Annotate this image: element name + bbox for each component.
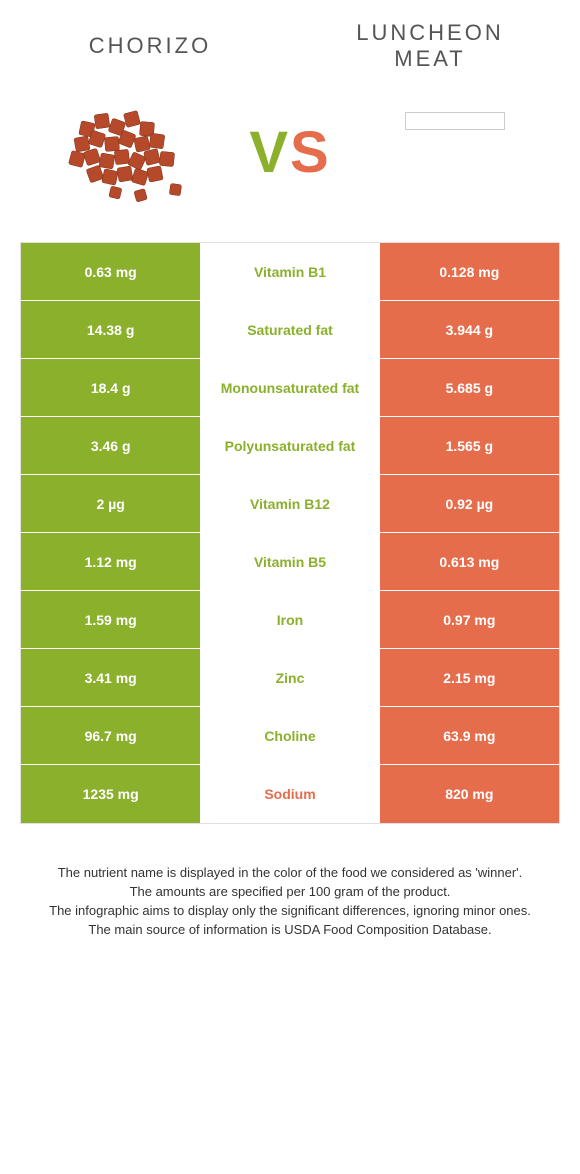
table-row: 96.7 mgCholine63.9 mg: [21, 707, 559, 765]
left-value: 14.38 g: [21, 301, 200, 358]
vs-s-letter: S: [290, 120, 331, 185]
table-row: 14.38 gSaturated fat3.944 g: [21, 301, 559, 359]
footnote-line: The nutrient name is displayed in the co…: [30, 864, 550, 883]
left-value: 96.7 mg: [21, 707, 200, 764]
nutrient-label: Monounsaturated fat: [200, 359, 379, 416]
vs-label: VS: [249, 119, 330, 186]
left-value: 3.46 g: [21, 417, 200, 474]
table-row: 2 µgVitamin B120.92 µg: [21, 475, 559, 533]
table-row: 18.4 gMonounsaturated fat5.685 g: [21, 359, 559, 417]
vs-row: VS: [0, 82, 580, 242]
table-row: 1.12 mgVitamin B50.613 mg: [21, 533, 559, 591]
left-value: 1.12 mg: [21, 533, 200, 590]
right-value: 63.9 mg: [380, 707, 559, 764]
right-value: 5.685 g: [380, 359, 559, 416]
right-value: 0.97 mg: [380, 591, 559, 648]
right-value: 1.565 g: [380, 417, 559, 474]
table-row: 0.63 mgVitamin B10.128 mg: [21, 243, 559, 301]
nutrient-label: Vitamin B12: [200, 475, 379, 532]
footnote-line: The infographic aims to display only the…: [30, 902, 550, 921]
right-value: 3.944 g: [380, 301, 559, 358]
nutrient-label: Vitamin B5: [200, 533, 379, 590]
nutrient-table: 0.63 mgVitamin B10.128 mg14.38 gSaturate…: [20, 242, 560, 824]
vs-v-letter: V: [249, 120, 290, 185]
nutrient-label: Saturated fat: [200, 301, 379, 358]
table-row: 3.41 mgZinc2.15 mg: [21, 649, 559, 707]
nutrient-label: Polyunsaturated fat: [200, 417, 379, 474]
table-row: 1.59 mgIron0.97 mg: [21, 591, 559, 649]
footnote-line: The amounts are specified per 100 gram o…: [30, 883, 550, 902]
footnotes: The nutrient name is displayed in the co…: [30, 864, 550, 969]
left-value: 2 µg: [21, 475, 200, 532]
left-value: 3.41 mg: [21, 649, 200, 706]
right-value: 2.15 mg: [380, 649, 559, 706]
chorizo-image: [40, 92, 210, 212]
right-value: 0.92 µg: [380, 475, 559, 532]
left-food-title: Chorizo: [50, 33, 250, 59]
nutrient-label: Vitamin B1: [200, 243, 379, 300]
table-row: 1235 mgSodium820 mg: [21, 765, 559, 823]
left-value: 1235 mg: [21, 765, 200, 823]
left-value: 1.59 mg: [21, 591, 200, 648]
left-value: 0.63 mg: [21, 243, 200, 300]
right-image-placeholder: [405, 112, 505, 130]
nutrient-label: Choline: [200, 707, 379, 764]
nutrient-label: Zinc: [200, 649, 379, 706]
nutrient-label: Iron: [200, 591, 379, 648]
left-value: 18.4 g: [21, 359, 200, 416]
right-food-title: Luncheon Meat: [330, 20, 530, 72]
right-value: 0.128 mg: [380, 243, 559, 300]
right-value: 0.613 mg: [380, 533, 559, 590]
footnote-line: The main source of information is USDA F…: [30, 921, 550, 940]
right-value: 820 mg: [380, 765, 559, 823]
nutrient-label: Sodium: [200, 765, 379, 823]
header: Chorizo Luncheon Meat: [0, 0, 580, 82]
table-row: 3.46 gPolyunsaturated fat1.565 g: [21, 417, 559, 475]
